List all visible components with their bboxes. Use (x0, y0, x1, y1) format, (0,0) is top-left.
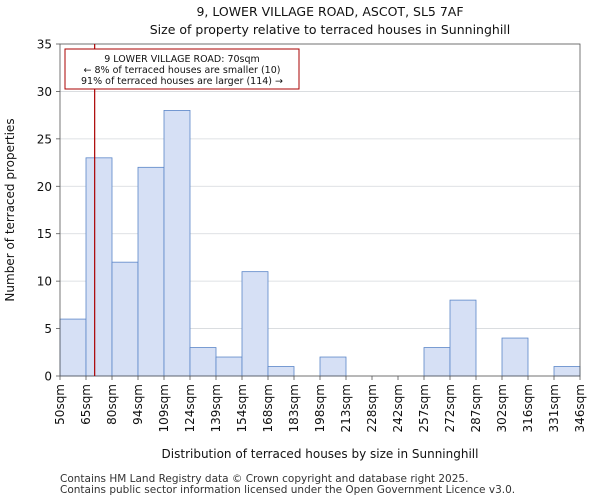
histogram-bar (85, 157, 113, 377)
bars (59, 110, 581, 377)
y-axis-ticks: 0 5 10 15 20 25 30 35 (37, 38, 60, 384)
x-tick-label: 65sqm (79, 384, 93, 425)
y-tick-label: 20 (37, 180, 52, 194)
x-tick-label: 346sqm (573, 384, 587, 432)
chart-subtitle: Size of property relative to terraced ho… (150, 22, 511, 37)
annotation-line-3: 91% of terraced houses are larger (114) … (81, 76, 283, 87)
x-tick-label: 213sqm (339, 384, 353, 432)
y-tick-label: 25 (37, 132, 52, 146)
x-tick-label: 168sqm (261, 384, 275, 432)
y-axis-label: Number of terraced properties (3, 118, 17, 301)
histogram-bar (59, 318, 87, 377)
x-tick-label: 183sqm (287, 384, 301, 432)
x-tick-label: 228sqm (365, 384, 379, 432)
y-tick-label: 15 (37, 227, 52, 241)
x-tick-label: 198sqm (313, 384, 327, 432)
y-tick-label: 5 (44, 322, 52, 336)
histogram-bar (319, 356, 347, 377)
x-tick-label: 154sqm (235, 384, 249, 432)
x-tick-label: 139sqm (209, 384, 223, 432)
y-tick-label: 30 (37, 85, 52, 99)
x-tick-label: 272sqm (443, 384, 457, 432)
histogram-bar (423, 347, 451, 377)
x-tick-label: 331sqm (547, 384, 561, 432)
y-tick-label: 0 (44, 370, 52, 384)
y-tick-label: 35 (37, 38, 52, 52)
histogram-bar (241, 271, 269, 377)
x-tick-label: 287sqm (469, 384, 483, 432)
histogram-bar (215, 356, 243, 377)
histogram-bar (163, 110, 191, 377)
annotation-box: 9 LOWER VILLAGE ROAD: 70sqm ← 8% of terr… (64, 48, 300, 90)
annotation-line-2: ← 8% of terraced houses are smaller (10) (84, 65, 281, 76)
x-tick-label: 94sqm (131, 384, 145, 425)
annotation-frame (64, 48, 300, 90)
histogram-bar (111, 261, 139, 377)
histogram-bar (501, 337, 529, 377)
footer-line-1: Contains HM Land Registry data © Crown c… (60, 473, 469, 485)
annotation-line-1: 9 LOWER VILLAGE ROAD: 70sqm (104, 54, 260, 65)
x-axis-ticks: 50sqm 65sqm 80sqm 94sqm 109sqm 124sqm 139sqm 15… (53, 376, 587, 432)
x-axis-label: Distribution of terraced houses by size … (162, 447, 479, 461)
x-tick-label: 124sqm (183, 384, 197, 432)
x-tick-label: 109sqm (157, 384, 171, 432)
plot-frame (59, 43, 581, 377)
histogram-bar (267, 366, 295, 377)
x-tick-label: 50sqm (53, 384, 67, 425)
histogram-bar (137, 166, 165, 377)
x-tick-label: 242sqm (391, 384, 405, 432)
x-tick-label: 80sqm (105, 384, 119, 425)
chart-title: 9, LOWER VILLAGE ROAD, ASCOT, SL5 7AF (196, 4, 463, 19)
histogram-bar (189, 347, 217, 377)
y-tick-label: 10 (37, 275, 52, 289)
x-tick-label: 257sqm (417, 384, 431, 432)
footer-line-2: Contains public sector information licen… (60, 484, 516, 496)
x-tick-label: 302sqm (495, 384, 509, 432)
histogram-bar (553, 366, 581, 377)
x-tick-label: 316sqm (521, 384, 535, 432)
histogram-bar (449, 299, 477, 377)
